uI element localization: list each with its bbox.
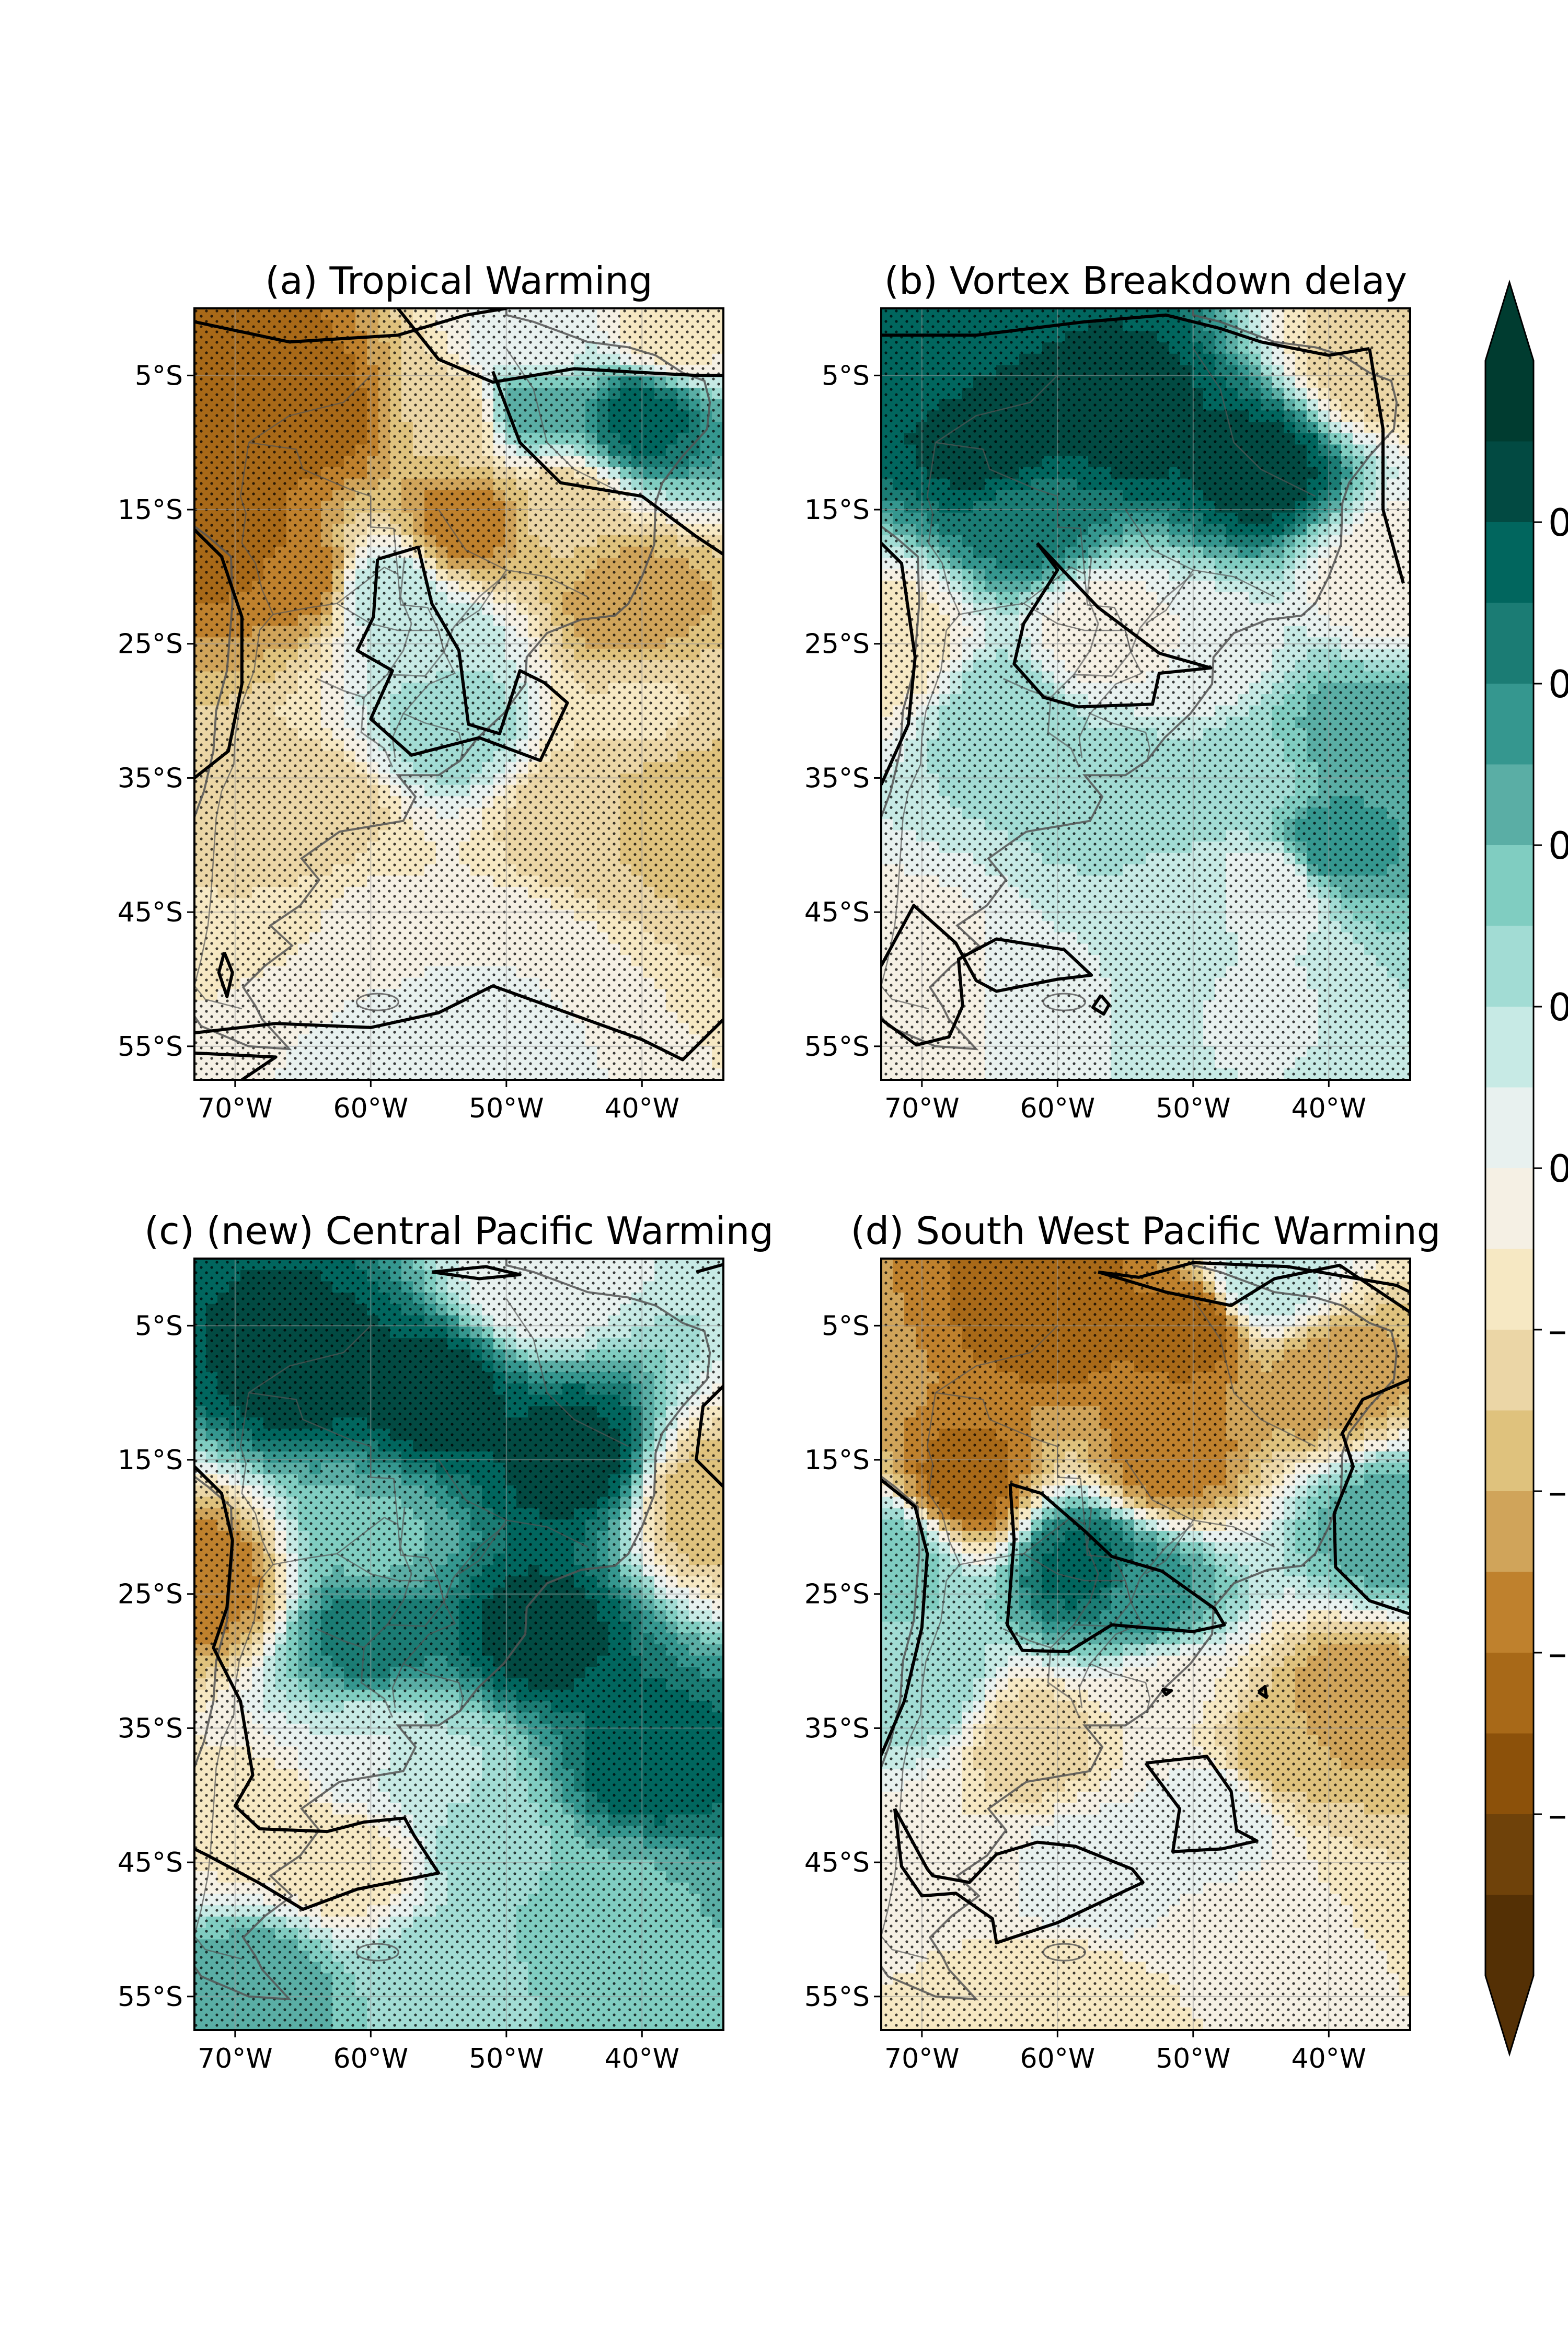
- significance-contour: [194, 528, 244, 779]
- lat-tick-label: 5°S: [135, 360, 183, 391]
- map-b: [881, 308, 1410, 1080]
- country-border: [248, 375, 372, 443]
- lat-tick-label: 45°S: [118, 897, 183, 928]
- country-border: [336, 603, 445, 652]
- map-a: [194, 308, 723, 1080]
- country-border: [248, 442, 445, 652]
- significance-contour: [491, 371, 723, 557]
- map-frame-a: [193, 307, 724, 1081]
- panel-title-a: (a) Tropical Warming: [265, 259, 652, 303]
- country-border: [402, 651, 464, 761]
- river: [316, 678, 364, 698]
- stippling: [194, 308, 723, 1080]
- significance-contour: [217, 951, 234, 998]
- significance-contour: [194, 1051, 278, 1080]
- country-border: [194, 442, 274, 1010]
- panel-a: (a) Tropical Warming 5°S 15°S 25°S 35°S 45°S…: [118, 259, 724, 1124]
- country-border: [458, 569, 507, 625]
- falkland-islands: [355, 993, 399, 1011]
- significance-contour: [194, 984, 723, 1062]
- lat-tick-label: 25°S: [118, 629, 183, 660]
- panel-b: (b) Vortex Breakdown delay 5°S15°S25°S35…: [804, 259, 1411, 1124]
- significance-contour: [355, 545, 569, 763]
- country-border: [273, 603, 337, 615]
- significance-contour: [194, 308, 507, 344]
- lat-tick-label: 55°S: [118, 1031, 183, 1063]
- lon-tick-label: 40°W: [605, 1093, 680, 1124]
- lon-tick-label: 60°W: [333, 1093, 409, 1124]
- river: [387, 573, 507, 677]
- lon-tick-label: 50°W: [469, 1093, 544, 1124]
- lon-tick-label: 70°W: [198, 1093, 273, 1124]
- lat-tick-label: 15°S: [118, 494, 183, 526]
- lat-tick-label: 35°S: [118, 763, 183, 794]
- significance-contour: [396, 308, 723, 384]
- country-border: [336, 566, 398, 604]
- coastline: [194, 308, 711, 1051]
- axis-ticks-a: 5°S 15°S 25°S 35°S 45°S 55°S 70°W 60°W 50°W 40°W: [118, 360, 679, 1124]
- panel-title-b: (b) Vortex Breakdown delay: [884, 259, 1407, 303]
